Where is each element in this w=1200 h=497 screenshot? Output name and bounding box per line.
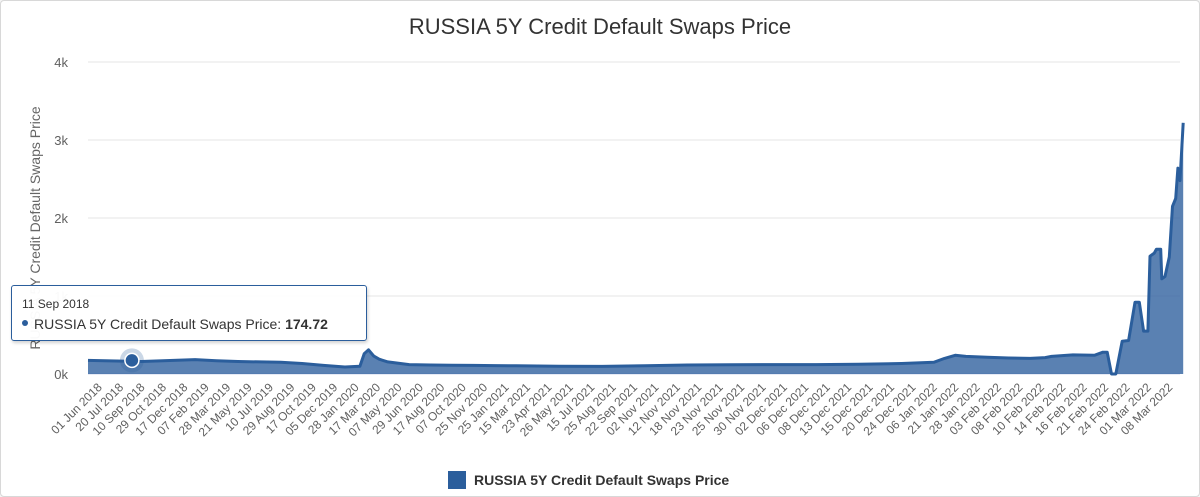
legend-swatch[interactable]: [448, 471, 466, 489]
y-tick-label-3: 3k: [54, 133, 68, 148]
tooltip: 11 Sep 2018 RUSSIA 5Y Credit Default Swa…: [11, 285, 367, 341]
y-tick-label-2: 2k: [54, 211, 68, 226]
tooltip-row: RUSSIA 5Y Credit Default Swaps Price: 17…: [22, 316, 328, 332]
y-tick-label-0: 0k: [54, 367, 68, 382]
tooltip-value: 174.72: [285, 316, 328, 332]
legend[interactable]: RUSSIA 5Y Credit Default Swaps Price: [448, 471, 729, 489]
plot-area: [87, 122, 1185, 376]
y-tick-label-4: 4k: [54, 55, 68, 70]
tooltip-series-name: RUSSIA 5Y Credit Default Swaps Price:: [34, 316, 282, 332]
chart-title: RUSSIA 5Y Credit Default Swaps Price: [409, 14, 791, 39]
legend-label[interactable]: RUSSIA 5Y Credit Default Swaps Price: [474, 472, 729, 488]
series-line[interactable]: [87, 122, 1185, 376]
hover-point[interactable]: [124, 352, 140, 369]
tooltip-date: 11 Sep 2018: [22, 297, 90, 311]
tooltip-series-dot: [22, 320, 28, 327]
